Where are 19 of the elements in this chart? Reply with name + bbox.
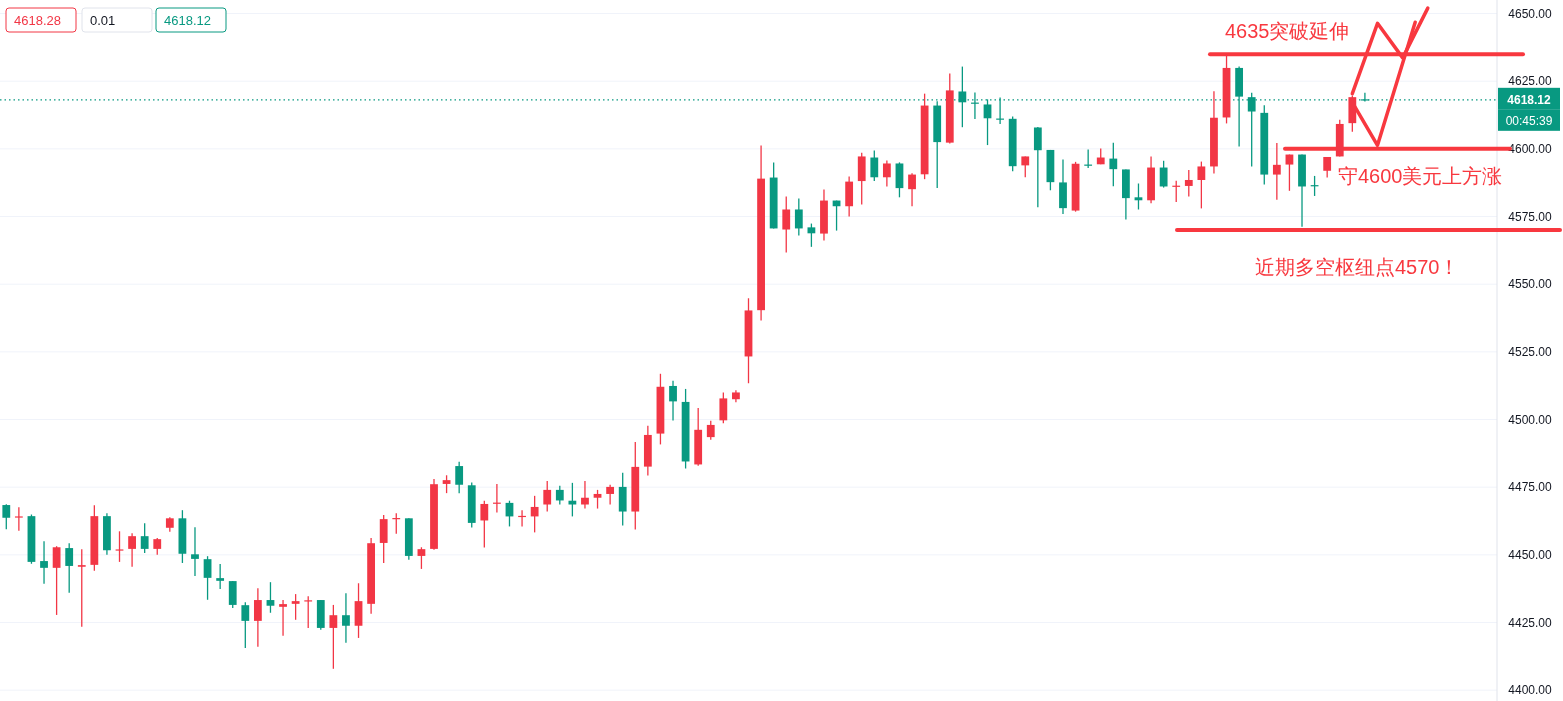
- y-tick-label: 4425.00: [1508, 615, 1553, 630]
- ref-line-label: 4618.12: [1507, 92, 1552, 107]
- y-tick-label: 4650.00: [1508, 6, 1553, 21]
- ref-line-label: 守4600美元上方涨: [1338, 164, 1503, 187]
- y-tick-label: 4575.00: [1508, 209, 1553, 224]
- annotation: 4618.28: [14, 13, 61, 28]
- ref-line-label: 近期多空枢纽点4570！: [1255, 256, 1460, 279]
- annotation: 4618.12: [164, 13, 211, 28]
- text: 00:45:39: [1505, 113, 1553, 128]
- y-tick-label: 4400.00: [1508, 683, 1553, 698]
- y-tick-label: 4550.00: [1508, 277, 1553, 292]
- y-tick-label: 4500.00: [1508, 412, 1553, 427]
- y-tick-label: 4625.00: [1508, 74, 1553, 89]
- annotation: 0.01: [90, 13, 116, 28]
- ref-line-label: 4635突破延伸: [1225, 20, 1350, 43]
- y-tick-label: 4600.00: [1508, 141, 1553, 156]
- y-tick-label: 4525.00: [1508, 344, 1553, 359]
- y-tick-label: 4450.00: [1508, 547, 1553, 562]
- y-tick-label: 4475.00: [1508, 480, 1553, 495]
